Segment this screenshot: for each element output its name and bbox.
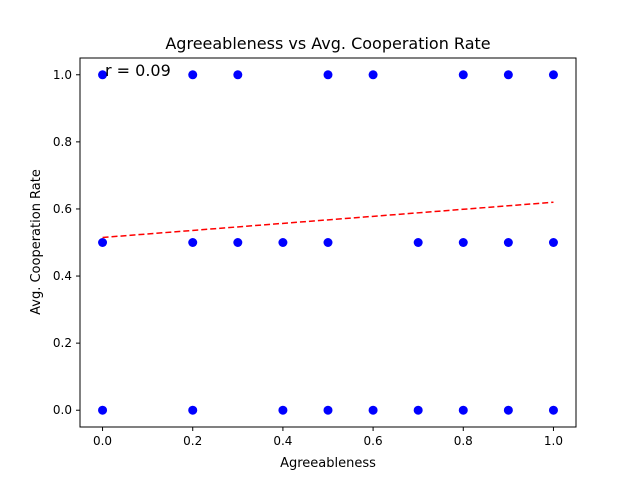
x-tick-label: 0.2 bbox=[183, 434, 202, 448]
data-point bbox=[98, 405, 108, 415]
data-point bbox=[278, 405, 288, 415]
chart-title: Agreeableness vs Avg. Cooperation Rate bbox=[165, 34, 490, 53]
data-point bbox=[548, 238, 558, 247]
plot-area: 0.0 0.2 0.4 0.6 0.8 1.0 0.0 0.2 0.4 0.6 0.8 1.0 bbox=[53, 57, 577, 448]
data-point bbox=[548, 70, 558, 80]
x-axis-label: Agreeableness bbox=[280, 456, 376, 471]
data-point bbox=[188, 238, 198, 247]
y-tick-label: 0.8 bbox=[53, 135, 72, 149]
data-point bbox=[368, 405, 378, 415]
data-point bbox=[458, 405, 468, 415]
correlation-annotation: r = 0.09 bbox=[105, 61, 171, 80]
data-point bbox=[98, 70, 108, 80]
data-point bbox=[233, 70, 243, 80]
data-point bbox=[368, 70, 378, 80]
data-point bbox=[323, 238, 333, 247]
data-point bbox=[503, 405, 513, 415]
trend-line bbox=[102, 201, 554, 239]
data-point bbox=[233, 238, 243, 247]
y-axis: 0.0 0.2 0.4 0.6 0.8 1.0 bbox=[53, 68, 80, 417]
data-points bbox=[98, 70, 558, 415]
y-tick-label: 0.2 bbox=[53, 336, 72, 350]
x-tick-label: 1.0 bbox=[544, 434, 563, 448]
data-point bbox=[413, 405, 423, 415]
data-point bbox=[323, 405, 333, 415]
y-tick-label: 0.4 bbox=[53, 269, 72, 283]
data-point bbox=[458, 70, 468, 80]
data-point bbox=[98, 238, 108, 247]
x-tick-label: 0.6 bbox=[364, 434, 383, 448]
data-point bbox=[188, 70, 198, 80]
data-point bbox=[503, 238, 513, 247]
data-point bbox=[458, 238, 468, 247]
y-tick-label: 1.0 bbox=[53, 68, 72, 82]
data-point bbox=[188, 405, 198, 415]
axes-frame bbox=[79, 57, 577, 428]
y-tick-label: 0.6 bbox=[53, 202, 72, 216]
data-point bbox=[503, 70, 513, 80]
data-point bbox=[323, 70, 333, 80]
x-axis: 0.0 0.2 0.4 0.6 0.8 1.0 bbox=[93, 427, 563, 448]
x-tick-label: 0.0 bbox=[93, 434, 112, 448]
data-point bbox=[278, 238, 288, 247]
data-point bbox=[413, 238, 423, 247]
x-tick-label: 0.8 bbox=[454, 434, 473, 448]
y-axis-label: Avg. Cooperation Rate bbox=[29, 169, 44, 315]
y-tick-label: 0.0 bbox=[53, 403, 72, 417]
data-point bbox=[548, 405, 558, 415]
x-tick-label: 0.4 bbox=[273, 434, 292, 448]
